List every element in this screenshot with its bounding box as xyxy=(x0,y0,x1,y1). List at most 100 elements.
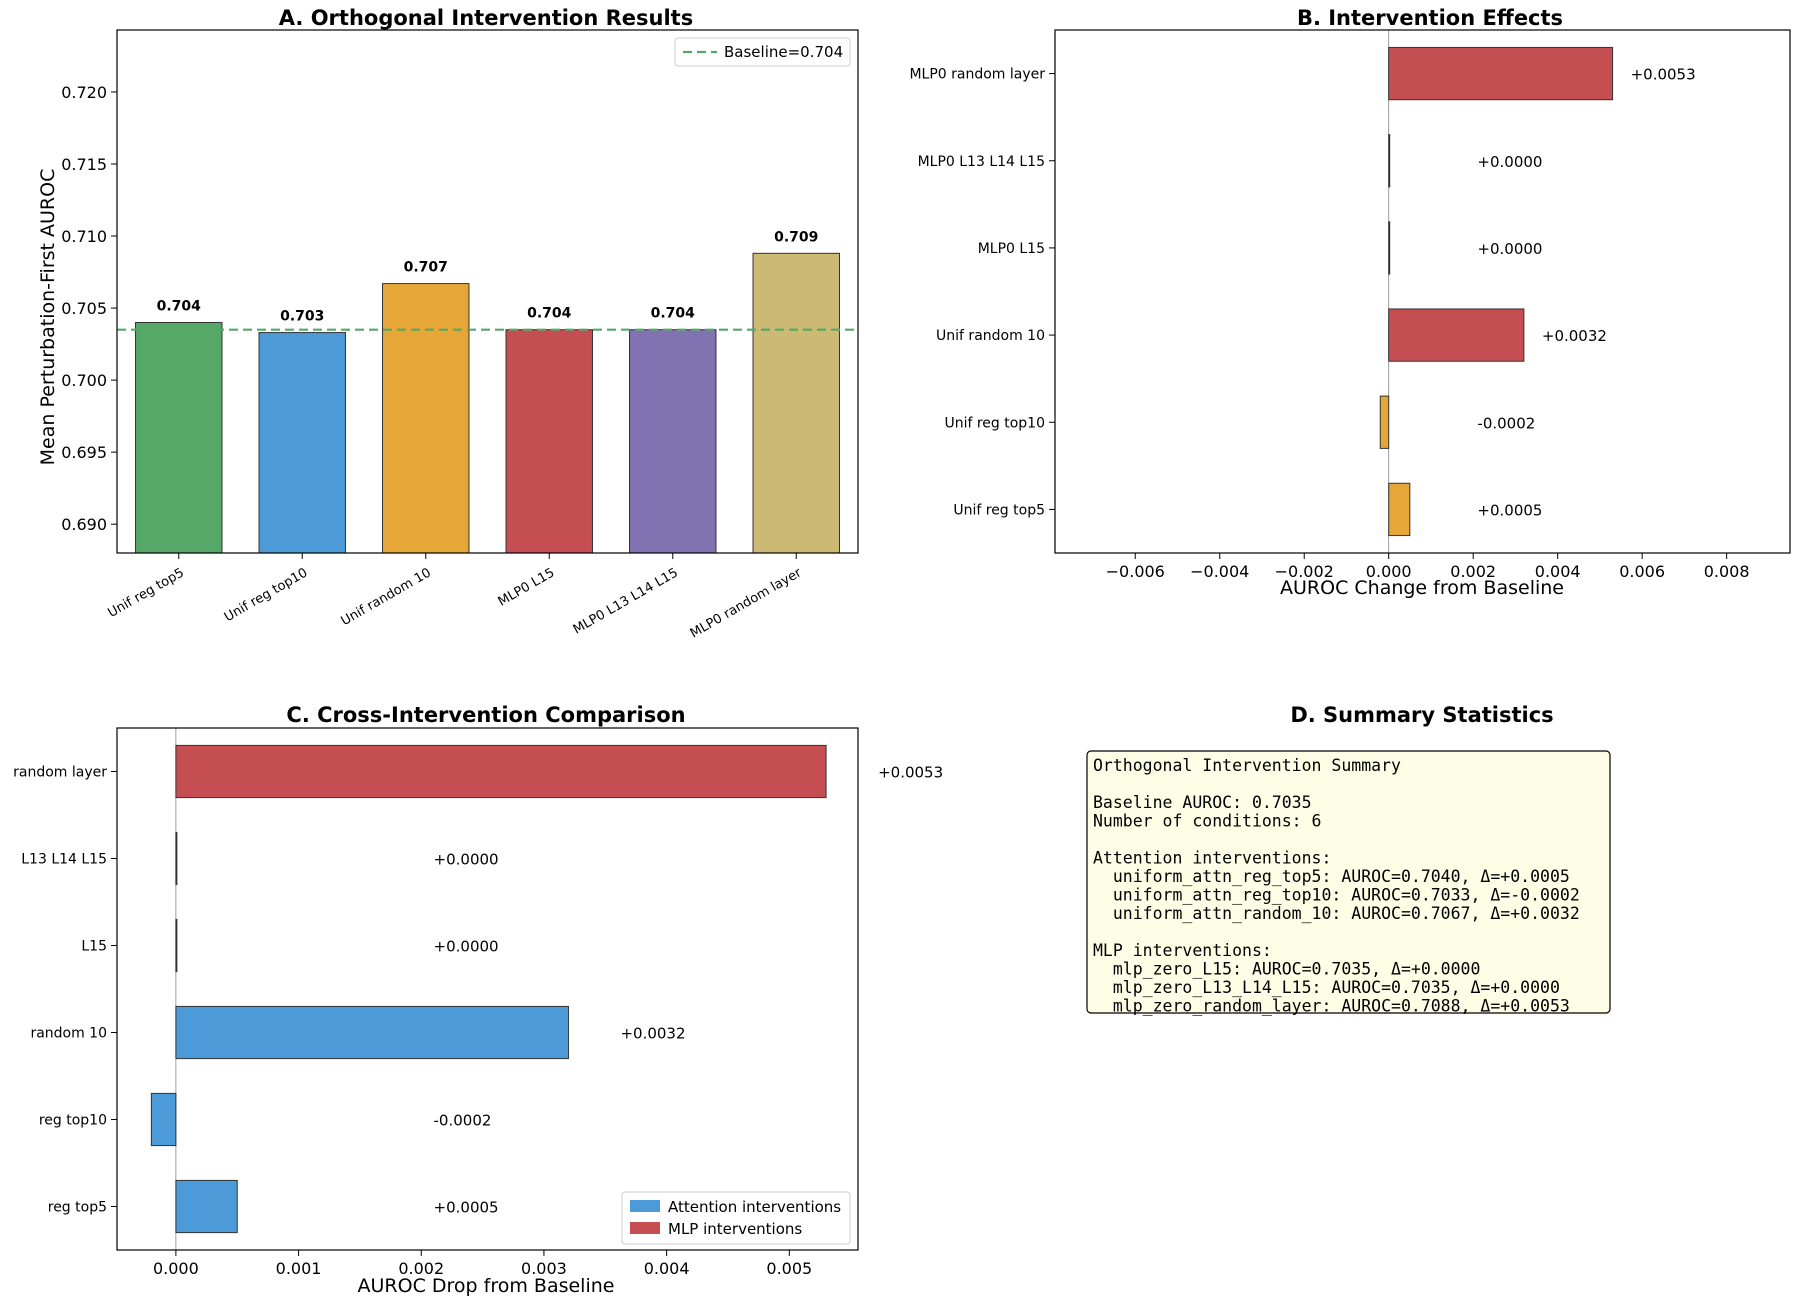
panel-c-legend-box xyxy=(621,1191,851,1245)
panel-b-bar xyxy=(1379,395,1390,449)
summary-lines: Orthogonal Intervention Summary Baseline … xyxy=(1093,756,1580,1016)
panel-a-value-label: 0.703 xyxy=(280,309,324,325)
panel-b-axes-frame xyxy=(1054,29,1791,554)
panel-b-xtick-label: −0.004 xyxy=(1190,562,1249,581)
panel-b-xtick-label: 0.000 xyxy=(1366,562,1412,581)
panel-a-ytick-label: 0.695 xyxy=(61,443,107,462)
panel-c-xtick-label: 0.000 xyxy=(153,1259,199,1278)
legend-label-mlp: MLP interventions xyxy=(668,1220,802,1238)
panel-c-bar xyxy=(175,744,827,799)
panel-a-value-label: 0.709 xyxy=(774,229,818,245)
summary-line: MLP interventions: xyxy=(1093,941,1272,960)
panel-c-xtick-label: 0.002 xyxy=(398,1259,444,1278)
summary-box xyxy=(1086,750,1611,1014)
panel-c-bar xyxy=(175,1005,569,1060)
panel-b-xtick-label: 0.008 xyxy=(1704,562,1750,581)
panel-a-ytick-label: 0.690 xyxy=(61,515,107,534)
summary-line: Orthogonal Intervention Summary xyxy=(1093,756,1401,775)
panel-b-bar xyxy=(1388,482,1411,537)
legend-label-attention: Attention interventions xyxy=(668,1198,841,1216)
panel-a-value-label: 0.704 xyxy=(527,306,572,322)
panel-b-xtick-label: 0.002 xyxy=(1450,562,1496,581)
panel-a-xtick-label: Unif reg top5 xyxy=(106,565,187,621)
panel-d-title: D. Summary Statistics xyxy=(1290,703,1553,727)
panel-b-ytick-label: MLP0 L13 L14 L15 xyxy=(918,154,1045,170)
panel-a-bar xyxy=(135,321,223,554)
summary-line: uniform_attn_reg_top5: AUROC=0.7040, Δ=+… xyxy=(1093,867,1570,886)
panel-a-value-label: 0.704 xyxy=(157,298,202,314)
summary-line: mlp_zero_random_layer: AUROC=0.7088, Δ=+… xyxy=(1093,997,1570,1016)
summary-line: Attention interventions: xyxy=(1093,849,1331,868)
panel-c-xtick-label: 0.003 xyxy=(521,1259,567,1278)
legend-baseline-label: Baseline=0.704 xyxy=(724,43,843,61)
panel-b-value-label: +0.0005 xyxy=(1477,501,1542,519)
panel-b-ytick-label: Unif reg top10 xyxy=(944,415,1045,431)
panel-c-ytick-label: reg top10 xyxy=(39,1113,107,1129)
panel-b-bar xyxy=(1388,221,1391,275)
panel-a-axes-frame xyxy=(116,29,859,554)
panel-b-xlabel: AUROC Change from Baseline xyxy=(1280,577,1564,599)
panel-a-xtick-label: MLP0 random layer xyxy=(688,565,805,641)
summary-line: mlp_zero_L13_L14_L15: AUROC=0.7035, Δ=+0… xyxy=(1093,978,1560,997)
panel-c-title: C. Cross-Intervention Comparison xyxy=(286,703,685,727)
panel-c-xtick-label: 0.004 xyxy=(644,1259,690,1278)
panel-c-bar xyxy=(175,918,178,973)
panel-b-xtick-label: 0.006 xyxy=(1619,562,1665,581)
panel-a-ytick-label: 0.720 xyxy=(61,83,107,102)
panel-d: D. Summary Statistics Orthogonal Interve… xyxy=(1086,703,1611,1016)
panel-a-value-label: 0.704 xyxy=(651,306,696,322)
panel-c-xtick-label: 0.005 xyxy=(766,1259,812,1278)
panel-a-bar xyxy=(382,283,470,554)
panel-b-xtick-label: 0.004 xyxy=(1535,562,1581,581)
panel-b-value-label: +0.0053 xyxy=(1631,66,1696,84)
panel-c-ytick-label: L13 L14 L15 xyxy=(21,852,107,868)
panel-c-ytick-label: random layer xyxy=(13,765,107,781)
panel-a-ytick-label: 0.715 xyxy=(61,155,107,174)
panel-a-xtick-label: MLP0 L15 xyxy=(496,565,558,609)
panel-b-ytick-label: MLP0 L15 xyxy=(978,241,1045,257)
panel-b-value-label: +0.0000 xyxy=(1477,240,1542,258)
panel-a-value-label: 0.707 xyxy=(404,260,448,276)
panel-b-value-label: -0.0002 xyxy=(1477,414,1535,432)
panel-c-bar xyxy=(175,831,178,886)
panel-a-legend-box xyxy=(674,37,851,67)
panel-c-xtick-label: 0.001 xyxy=(276,1259,322,1278)
panel-a-bar xyxy=(752,252,840,554)
panel-b-bar xyxy=(1388,46,1614,101)
summary-line: Number of conditions: 6 xyxy=(1093,812,1321,831)
panel-a-xtick-label: MLP0 L13 L14 L15 xyxy=(571,565,681,637)
panel-c-value-label: +0.0000 xyxy=(434,938,499,956)
panel-c-value-label: +0.0032 xyxy=(620,1025,685,1043)
panel-a-xtick-label: Unif random 10 xyxy=(339,565,434,629)
panel-c-value-label: +0.0005 xyxy=(434,1199,499,1217)
panel-a-ytick-label: 0.700 xyxy=(61,371,107,390)
panel-b-bar xyxy=(1388,134,1391,188)
panel-c-bar xyxy=(175,1179,238,1234)
panel-a-ytick-label: 0.710 xyxy=(61,227,107,246)
panel-c: C. Cross-Intervention Comparison AUROC D… xyxy=(13,703,943,1297)
panel-b-xtick-label: −0.002 xyxy=(1275,562,1334,581)
panel-a-ylabel: Mean Perturbation-First AUROC xyxy=(37,169,59,466)
panel-b-value-label: +0.0032 xyxy=(1542,327,1607,345)
panel-c-value-label: +0.0053 xyxy=(878,764,943,782)
panel-c-ytick-label: L15 xyxy=(81,939,107,955)
summary-line: Baseline AUROC: 0.7035 xyxy=(1093,793,1312,812)
panel-c-ytick-label: random 10 xyxy=(30,1026,107,1042)
panel-c-ytick-label: reg top5 xyxy=(48,1200,107,1216)
panel-a-ytick-label: 0.705 xyxy=(61,299,107,318)
summary-line: uniform_attn_random_10: AUROC=0.7067, Δ=… xyxy=(1093,904,1580,923)
panel-a-bar xyxy=(505,329,593,554)
panel-b-title: B. Intervention Effects xyxy=(1297,6,1563,30)
panel-b: B. Intervention Effects AUROC Change fro… xyxy=(909,6,1791,599)
panel-a: A. Orthogonal Intervention Results Mean … xyxy=(37,6,859,641)
panel-c-value-label: +0.0000 xyxy=(434,851,499,869)
panel-c-axes-frame xyxy=(116,727,859,1251)
panel-a-bar xyxy=(258,332,346,554)
panel-a-xtick-label: Unif reg top10 xyxy=(222,565,310,625)
panel-b-bar xyxy=(1388,308,1525,362)
summary-line: mlp_zero_L15: AUROC=0.7035, Δ=+0.0000 xyxy=(1093,960,1480,979)
panel-b-ytick-label: Unif random 10 xyxy=(936,328,1045,344)
panel-a-title: A. Orthogonal Intervention Results xyxy=(279,6,693,30)
panel-a-bar xyxy=(629,329,717,554)
